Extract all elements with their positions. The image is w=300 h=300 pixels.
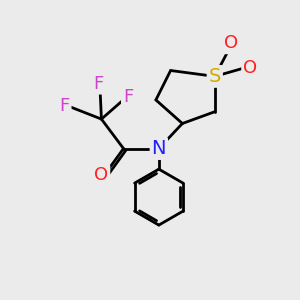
Text: S: S [208,67,221,86]
Text: O: O [94,166,109,184]
Text: O: O [243,58,257,76]
Text: F: F [123,88,133,106]
Text: F: F [59,97,70,115]
Text: N: N [152,139,166,158]
Text: F: F [93,75,103,93]
Text: O: O [224,34,238,52]
